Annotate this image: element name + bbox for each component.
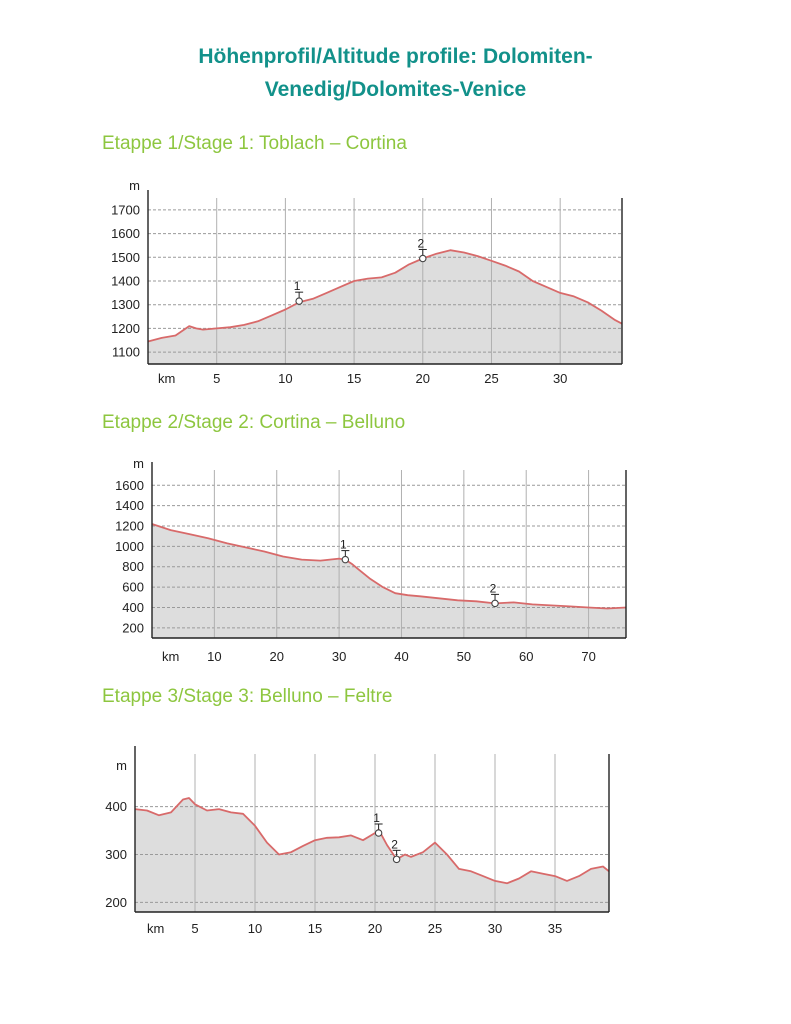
y-tick-label: 1300 — [111, 297, 140, 312]
y-tick-label: 1400 — [111, 274, 140, 289]
x-tick-label: 30 — [488, 921, 502, 936]
waypoint-label: 1 — [340, 538, 347, 552]
x-axis-unit: km — [158, 371, 175, 386]
x-tick-label: 10 — [278, 371, 292, 386]
x-tick-label: 20 — [368, 921, 382, 936]
x-tick-label: 20 — [270, 649, 284, 664]
waypoint-label: 2 — [391, 837, 398, 851]
x-tick-label: 30 — [332, 649, 346, 664]
x-axis-unit: km — [147, 921, 164, 936]
waypoint-label: 1 — [294, 279, 301, 293]
x-axis-unit: km — [162, 649, 179, 664]
stage-2-heading: Etappe 2/Stage 2: Cortina – Belluno — [102, 412, 406, 433]
waypoint-marker: 1 — [340, 538, 350, 564]
waypoint-marker: 1 — [373, 811, 383, 837]
document-title-line-1: Höhenprofil/Altitude profile: Dolomiten- — [198, 45, 593, 68]
stage-1-heading: Etappe 1/Stage 1: Toblach – Cortina — [102, 133, 407, 154]
waypoint-label: 1 — [373, 811, 380, 825]
y-tick-label: 600 — [122, 580, 144, 595]
y-tick-label: 200 — [122, 620, 144, 635]
stage-2-altitude-chart: 200 400 600 800 1000 1200 1400 1600 10 20 30 40 50 60… — [115, 456, 627, 664]
y-tick-label: 300 — [105, 847, 127, 862]
waypoint-dot — [419, 254, 427, 263]
y-tick-label: 1000 — [115, 539, 144, 554]
x-tick-label: 5 — [213, 371, 220, 386]
y-tick-label: 1400 — [115, 498, 144, 513]
x-tick-label: 10 — [207, 649, 221, 664]
x-tick-label: 70 — [581, 649, 595, 664]
y-tick-label: 1100 — [112, 345, 140, 360]
y-axis-unit: m — [133, 456, 144, 471]
y-tick-label: 1600 — [111, 226, 140, 241]
y-tick-label: 1200 — [111, 321, 140, 336]
x-tick-label: 60 — [519, 649, 533, 664]
waypoint-marker: 2 — [417, 236, 427, 263]
profile-area — [148, 250, 622, 364]
y-tick-label: 1500 — [111, 250, 140, 265]
stage-1-altitude-chart: 1100 1200 1300 1400 1500 1600 1700 5 10 15 20 25 30 m… — [111, 178, 623, 386]
x-tick-label: 15 — [347, 371, 361, 386]
profile-line — [151, 523, 627, 610]
waypoint-marker: 2 — [490, 581, 500, 608]
x-tick-label: 25 — [428, 921, 442, 936]
profile-area — [152, 524, 626, 638]
waypoint-dot — [295, 297, 303, 305]
y-tick-label: 800 — [122, 559, 144, 574]
waypoint-dot — [374, 829, 383, 837]
x-tick-label: 10 — [248, 921, 262, 936]
stage-3-heading: Etappe 3/Stage 3: Belluno – Feltre — [102, 686, 393, 707]
x-tick-label: 25 — [484, 371, 498, 386]
profile-line — [147, 249, 623, 343]
y-tick-label: 200 — [105, 895, 127, 910]
y-axis-unit: m — [129, 178, 140, 193]
y-axis-unit: m — [116, 758, 127, 773]
waypoint-dot — [491, 599, 499, 608]
x-tick-label: 5 — [191, 921, 198, 936]
y-tick-label: 400 — [122, 600, 144, 615]
y-tick-label: 1600 — [115, 478, 144, 493]
document-title-line-2: Venedig/Dolomites-Venice — [264, 78, 527, 101]
y-tick-label: 1200 — [115, 519, 144, 534]
document-title: Höhenprofil/Altitude profile: Dolomiten-… — [0, 40, 791, 106]
y-tick-label: 1700 — [111, 202, 140, 217]
waypoint-marker: 1 — [294, 279, 304, 305]
waypoint-dot — [341, 555, 350, 564]
x-tick-label: 50 — [457, 649, 471, 664]
waypoint-label: 2 — [490, 581, 497, 595]
waypoint-dot — [392, 855, 401, 864]
x-tick-label: 35 — [548, 921, 562, 936]
waypoint-label: 2 — [417, 236, 424, 250]
stage-3-altitude-chart: 200 300 400 5 10 15 20 25 30 35 m km 12 — [105, 746, 610, 936]
x-tick-label: 40 — [394, 649, 408, 664]
y-tick-label: 400 — [105, 799, 127, 814]
x-tick-label: 30 — [553, 371, 567, 386]
x-tick-label: 20 — [416, 371, 430, 386]
waypoint-marker: 2 — [391, 837, 401, 864]
x-tick-label: 15 — [308, 921, 322, 936]
